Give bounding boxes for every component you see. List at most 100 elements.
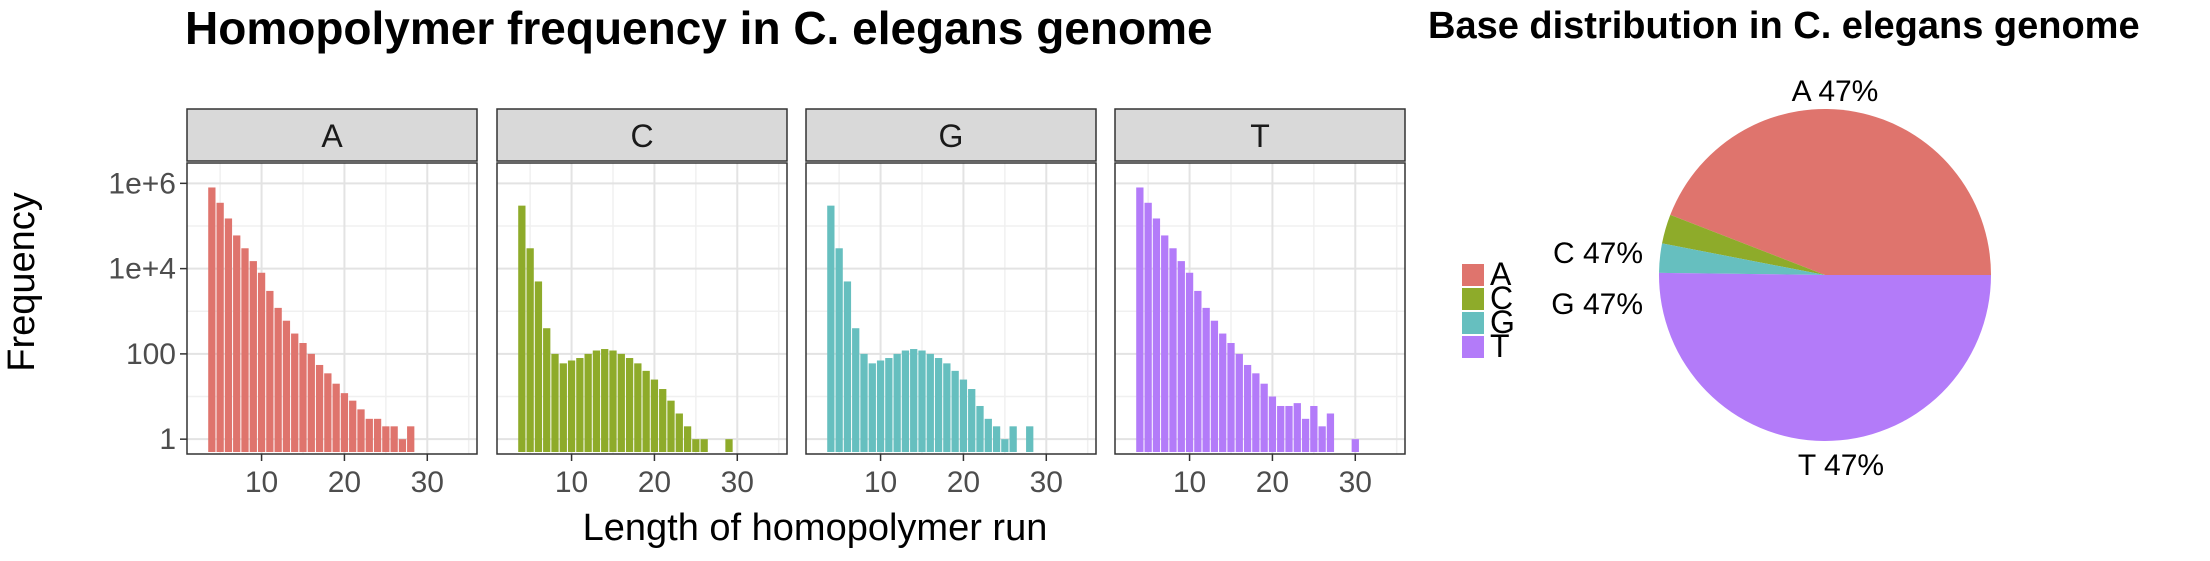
pie-slice-T [1659,272,1991,441]
y-axis: 1 100 1e+4 1e+6 [108,167,187,456]
bar-G-18 [943,363,951,452]
legend-key-C [1462,288,1484,310]
facet-A: A 10 20 30 [186,108,478,499]
bar-G-19 [951,370,959,452]
bar-C-23 [675,413,683,452]
pie-slice-G [1659,243,1825,275]
bar-C-13 [592,350,601,452]
bar-G-26 [1009,426,1017,452]
bar-A-20 [340,393,349,452]
bar-G-8 [860,353,868,452]
bar-G-6 [843,281,852,452]
bar-A-18 [324,373,332,452]
pie-label-C: C 47% [1553,237,1643,270]
bar-C-6 [534,281,543,452]
y-tick-label: 100 [126,338,176,371]
bar-G-9 [868,363,876,452]
bar-C-11 [576,358,584,452]
bar-G-28 [1026,426,1034,452]
bar-C-8 [551,353,559,452]
pie-chart-title: Base distribution in C. elegans genome [1428,5,2140,47]
facet-T: T 10 20 30 [1114,108,1406,499]
bar-T-8 [1169,248,1177,452]
bar-A-23 [365,418,373,452]
bar-T-19 [1260,383,1268,452]
bar-C-7 [543,328,551,452]
bar-A-11 [266,290,274,452]
bar-T-17 [1243,364,1252,452]
bar-C-22 [667,400,675,452]
bar-T-7 [1161,235,1169,452]
bar-A-22 [357,409,365,452]
legend-key-T [1462,336,1484,358]
bar-A-5 [216,202,224,452]
bar-C-20 [650,379,659,452]
bar-C-10 [567,360,576,452]
x-tick-label: 10 [555,466,588,499]
facet-strip-label: G [939,118,964,154]
legend-key-A [1462,264,1484,286]
x-tick-label: 30 [721,466,754,499]
bar-G-20 [959,379,968,452]
bar-G-17 [934,358,943,452]
bar-T-22 [1285,405,1293,452]
bar-C-14 [601,349,609,452]
bar-G-4 [827,205,835,452]
bar-A-28 [407,426,415,452]
bar-G-24 [992,426,1001,452]
bar-A-24 [373,418,382,452]
bar-A-15 [299,343,307,452]
bar-A-26 [390,426,398,452]
bar-T-23 [1293,403,1301,452]
bar-T-24 [1301,418,1310,452]
bar-A-27 [398,439,407,452]
x-tick-label: 30 [411,466,444,499]
bar-A-21 [349,400,357,452]
y-tick-label: 1 [159,423,176,456]
bar-T-13 [1210,320,1219,452]
bar-G-7 [852,328,860,452]
bar-T-18 [1252,373,1260,452]
bar-G-5 [835,248,843,452]
bar-G-21 [968,389,976,452]
facet-C: C 10 20 30 [496,108,788,499]
bar-T-10 [1185,272,1194,452]
bar-T-26 [1318,426,1326,452]
facet-strip-label: A [321,118,343,154]
bar-G-15 [918,350,926,452]
y-axis-title: Frequency [1,192,43,372]
panel-border [186,162,478,455]
pie-label-A: A 47% [1792,75,1879,108]
bar-T-21 [1277,405,1285,452]
bar-T-4 [1136,187,1144,452]
pie-chart: A 47% C 47% G 47% T 47% [1551,75,1991,482]
y-tick-label: 1e+4 [108,253,176,286]
bar-C-4 [518,205,526,452]
pie-slice-A [1670,109,1991,276]
facet-G: G 10 20 30 [805,108,1097,499]
bar-T-9 [1177,261,1185,452]
x-tick-label: 30 [1030,466,1063,499]
legend-label-T: T [1490,328,1510,364]
y-tick-label: 1e+6 [108,167,176,200]
x-tick-label: 20 [1256,466,1289,499]
bar-T-12 [1202,307,1210,452]
bar-C-21 [659,389,667,452]
x-tick-label: 30 [1339,466,1372,499]
bar-C-19 [642,370,650,452]
bar-A-9 [249,261,257,452]
facet-panels: A 10 20 30 C 10 20 30 G 10 20 30 T 10 20 30 1 100 1e+4 1e+6 [108,108,1406,499]
bar-C-26 [700,439,708,452]
bar-C-16 [617,353,625,452]
bar-A-4 [208,187,216,452]
facet-strip-label: T [1250,118,1270,154]
bar-A-25 [382,426,390,452]
bar-A-13 [282,320,291,452]
bar-T-30 [1351,439,1359,452]
bar-G-23 [984,418,992,452]
panel-border [805,162,1097,455]
bar-A-16 [307,353,315,452]
x-tick-label: 20 [328,466,361,499]
bar-chart-title: Homopolymer frequency in C. elegans geno… [185,2,1213,54]
